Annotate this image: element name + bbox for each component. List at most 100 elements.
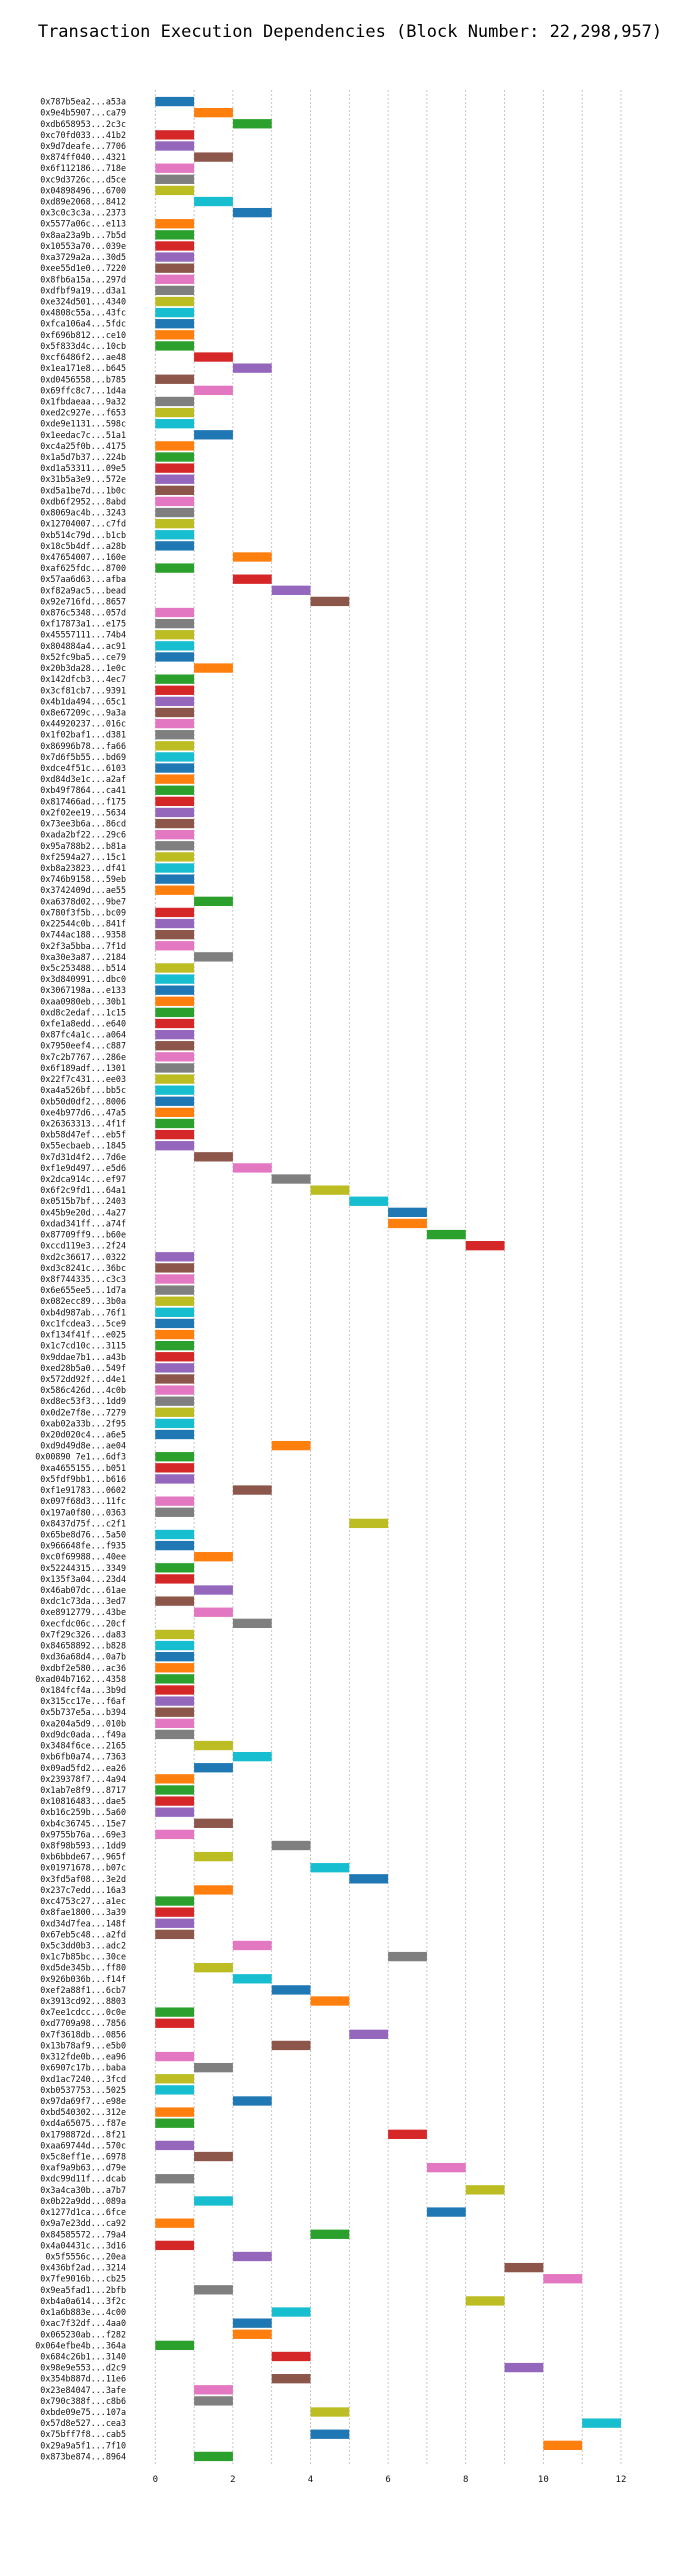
dependency-bar	[155, 885, 195, 895]
dependency-bar	[194, 352, 233, 362]
dependency-bar	[194, 1740, 233, 1751]
y-tick-label: 0x4808c55a...43fc	[40, 308, 126, 318]
dependency-bar	[155, 607, 195, 618]
y-tick-label: 0xb4c36745...15e7	[40, 1818, 126, 1828]
y-tick-label: 0xed2c927e...f653	[40, 408, 126, 418]
dependency-bar	[155, 863, 195, 873]
dependency-bar	[465, 2185, 505, 2195]
dependency-bar	[155, 1529, 195, 1540]
dependency-bar	[271, 2307, 311, 2317]
y-tick-label: 0x45b9e20d...4a27	[40, 1207, 126, 1217]
y-tick-label: 0xaa69744d...570c	[40, 2140, 126, 2150]
dependency-bar	[155, 341, 195, 351]
y-tick-label: 0xbd540302...312e	[40, 2107, 126, 2117]
dependency-bar	[155, 2051, 195, 2062]
y-tick-label: 0x65be8d76...5a50	[40, 1529, 126, 1539]
dependency-bar	[194, 2063, 233, 2073]
y-tick-label: 0x874ff040...4321	[40, 152, 126, 162]
dependency-bar	[155, 563, 195, 573]
dependency-bar	[310, 2407, 350, 2417]
dependency-bar	[155, 1263, 195, 1273]
y-tick-label: 0x9ea5fad1...2bfb	[40, 2285, 126, 2295]
dependency-bar	[155, 1596, 195, 1606]
y-tick-label: 0x46ab07dc...61ae	[40, 1585, 126, 1595]
y-tick-label: 0x064efbe4b...364a	[35, 2340, 126, 2350]
dependency-bar	[155, 974, 195, 984]
dependency-bar	[155, 2018, 195, 2028]
y-tick-label: 0x684c26b1...3140	[40, 2351, 126, 2361]
y-tick-label: 0xbde09e75...107a	[40, 2407, 126, 2417]
y-tick-label: 0x92e716fd...8657	[40, 596, 126, 606]
y-tick-label: 0x5f5556c...20ea	[45, 2252, 126, 2262]
dependency-bar	[155, 1296, 195, 1306]
y-tick-label: 0x98e9e553...d2c9	[40, 2363, 126, 2373]
y-tick-label: 0x20b3da28...1e0c	[40, 663, 126, 673]
dependency-bar	[155, 419, 195, 429]
dependency-bar	[155, 1118, 195, 1129]
dependency-bar	[155, 841, 195, 851]
dependency-bar	[271, 1840, 311, 1851]
dependency-bar	[155, 963, 195, 973]
dependency-bar	[388, 2129, 427, 2139]
x-tick-label: 6	[385, 2475, 390, 2485]
dependency-bar	[155, 507, 195, 518]
y-tick-label: 0x45557111...74b4	[40, 630, 126, 640]
y-tick-label: 0xb0537753...5025	[40, 2085, 126, 2095]
y-tick-label: 0xf82a9ac5...bead	[40, 585, 126, 595]
dependency-bar	[155, 685, 195, 695]
dependency-bar	[155, 1052, 195, 1062]
y-tick-label: 0x87fc4a1c...a064	[40, 1030, 126, 1040]
y-tick-label: 0x1a6b883e...4c00	[40, 2307, 126, 2317]
dependency-bar	[155, 241, 195, 251]
y-tick-label: 0x8069ac4b...3243	[40, 508, 126, 518]
y-tick-label: 0x9d7deafe...7706	[40, 141, 126, 151]
y-tick-label: 0x5c3dd0b3...adc2	[40, 1940, 126, 1950]
y-tick-label: 0x0b22a9dd...089a	[40, 2196, 126, 2206]
y-tick-label: 0xab02a33b...2f95	[40, 1418, 126, 1428]
y-tick-label: 0x10816483...dae5	[40, 1796, 126, 1806]
dependency-bar	[155, 985, 195, 995]
dependency-bar	[155, 652, 195, 662]
y-tick-label: 0xdbf2e580...ac36	[40, 1663, 126, 1673]
y-tick-label: 0x3a4ca30b...a7b7	[40, 2185, 126, 2195]
y-tick-label: 0xc70fd033...41b2	[40, 130, 126, 140]
y-tick-label: 0x9ddae7b1...a43b	[40, 1352, 126, 1362]
dependency-bar	[232, 1751, 272, 1762]
y-tick-label: 0x1f02baf1...d381	[40, 730, 126, 740]
dependency-bar	[194, 152, 233, 162]
y-tick-label: 0x5b737e5a...b394	[40, 1707, 126, 1717]
dependency-bar	[155, 2240, 195, 2251]
y-tick-label: 0x09ad5fd2...ea26	[40, 1763, 126, 1773]
y-tick-label: 0xde9e1131...598c	[40, 419, 126, 429]
y-tick-label: 0xfca106a4...5fdc	[40, 319, 126, 329]
y-tick-label: 0x1277d1ca...6fce	[40, 2207, 126, 2217]
y-tick-label: 0xc0f69988...40ee	[40, 1552, 126, 1562]
y-tick-label: 0x744ac188...9358	[40, 930, 126, 940]
dependency-bar	[271, 585, 311, 595]
y-tick-label: 0x8aa23a9b...7b5d	[40, 230, 126, 240]
dependency-bar	[271, 2351, 311, 2362]
y-tick-label: 0x6f112186...718e	[40, 163, 126, 173]
y-tick-label: 0xf134f41f...e025	[40, 1330, 126, 1340]
dependency-bar	[194, 952, 233, 962]
dependency-bar	[582, 2418, 621, 2428]
dependency-bar	[155, 1063, 195, 1073]
y-tick-label: 0x817466ad...f175	[40, 796, 126, 806]
dependency-bar	[155, 1285, 195, 1295]
y-tick-label: 0xd2c36617...0322	[40, 1252, 126, 1262]
y-tick-label: 0x5f833d4c...10cb	[40, 341, 126, 351]
dependency-bar	[155, 941, 195, 951]
x-tick-label: 8	[463, 2475, 468, 2485]
y-tick-label: 0xfe1a8edd...e640	[40, 1019, 126, 1029]
dependency-bar	[155, 319, 195, 329]
y-tick-label: 0xecfdc06c...20cf	[40, 1618, 126, 1628]
dependency-bar	[155, 463, 195, 473]
x-tick-label: 10	[538, 2475, 549, 2485]
y-tick-label: 0x22f7c431...ee03	[40, 1074, 126, 1084]
dependency-bar	[155, 1274, 195, 1284]
dependency-bar	[194, 430, 233, 440]
x-tick-label: 2	[230, 2475, 235, 2485]
y-tick-label: 0x84585572...79a4	[40, 2229, 126, 2239]
dependency-bar	[194, 1585, 233, 1595]
dependency-bar	[310, 2429, 350, 2439]
